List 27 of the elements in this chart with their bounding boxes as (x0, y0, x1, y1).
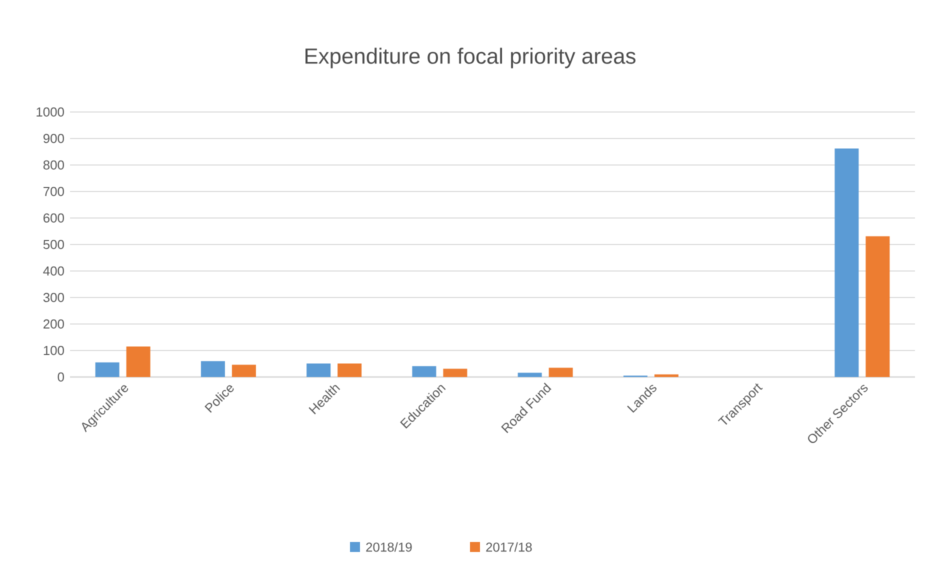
bar (443, 368, 468, 377)
bar (95, 362, 120, 377)
bar (518, 372, 542, 377)
bar (866, 236, 890, 377)
chart-title: Expenditure on focal priority areas (306, 48, 636, 68)
bar (834, 148, 859, 377)
y-tick-label: 200 (44, 319, 64, 329)
bar (232, 364, 256, 377)
y-tick-label: 900 (43, 134, 64, 144)
legend-label: 2018/19 (366, 542, 412, 552)
bar (126, 346, 150, 377)
y-tick-label: 600 (44, 213, 64, 223)
y-tick-label: 100 (44, 346, 64, 356)
y-tick-label: 500 (43, 240, 64, 250)
y-tick-label: 800 (43, 160, 64, 170)
y-tick-label: 700 (44, 186, 64, 196)
bar (306, 363, 331, 377)
y-tick-label: 300 (43, 292, 64, 302)
bar (200, 361, 225, 377)
y-tick-label: 1000 (36, 107, 64, 117)
bar (654, 374, 678, 377)
bar (412, 366, 436, 377)
bar (338, 363, 362, 377)
y-tick-label: 0 (58, 372, 64, 382)
y-tick-label: 400 (43, 266, 64, 276)
legend-label: 2017/18 (486, 542, 532, 552)
bar (548, 368, 573, 377)
